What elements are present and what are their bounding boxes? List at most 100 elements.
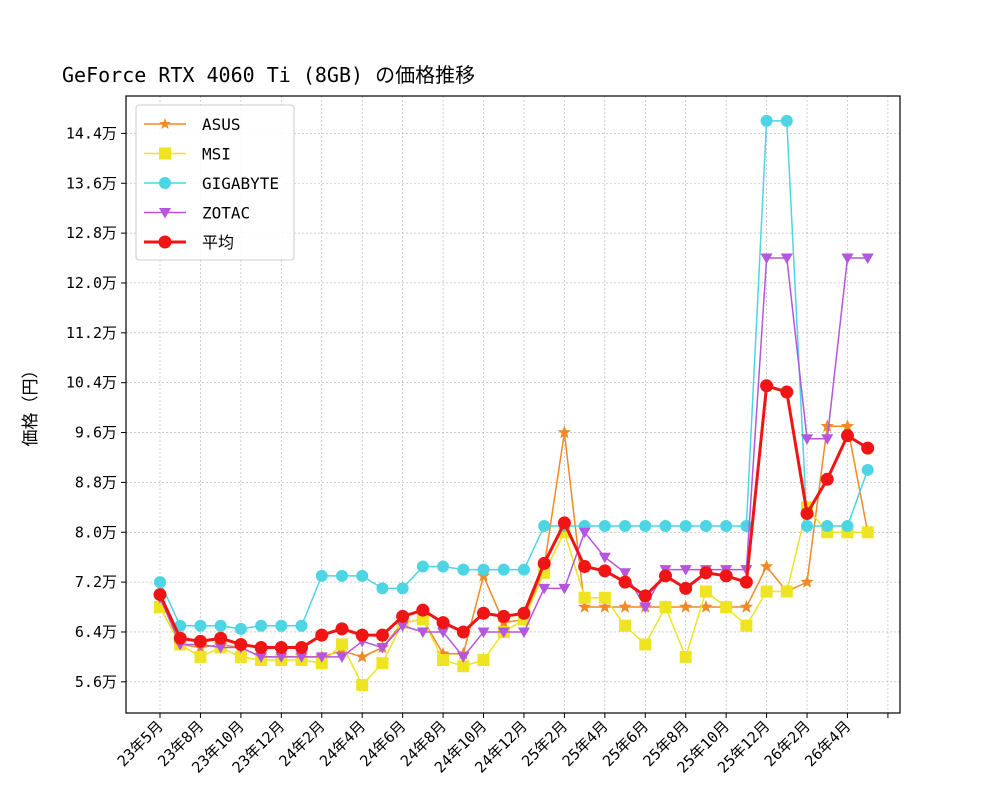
- data-point: [275, 619, 288, 632]
- data-point: [557, 425, 572, 439]
- data-point: [780, 253, 793, 265]
- data-point: [760, 379, 774, 393]
- data-point: [760, 253, 773, 265]
- data-point: [416, 603, 430, 617]
- data-point: [315, 652, 328, 663]
- y-tick-label: 10.4万: [66, 374, 117, 392]
- data-point: [619, 619, 632, 632]
- data-point: [477, 563, 490, 576]
- plot-area-frame: [125, 95, 901, 714]
- data-point: [335, 652, 348, 663]
- data-point: [194, 619, 207, 632]
- data-point: [538, 583, 551, 595]
- data-point: [255, 619, 268, 632]
- data-point: [577, 600, 592, 613]
- data-point: [193, 634, 207, 648]
- data-point: [820, 419, 834, 432]
- data-point: [214, 631, 228, 645]
- legend-label: ASUS: [202, 115, 241, 134]
- legend-item: ZOTAC: [144, 204, 250, 223]
- data-point: [456, 625, 470, 639]
- data-point: [780, 114, 793, 127]
- data-point: [538, 520, 551, 533]
- data-point: [457, 563, 470, 576]
- data-point: [477, 606, 491, 620]
- data-point: [355, 649, 369, 663]
- legend-marker: [159, 147, 171, 160]
- data-point: [619, 568, 632, 579]
- data-point: [659, 569, 672, 583]
- y-tick-label: 14.4万: [66, 124, 117, 142]
- y-tick-label: 9.6万: [75, 424, 117, 442]
- y-tick-label: 7.2万: [75, 573, 117, 591]
- data-point: [699, 520, 712, 533]
- data-point: [760, 585, 773, 598]
- data-point: [234, 650, 247, 663]
- data-point: [436, 616, 450, 630]
- data-point: [801, 520, 814, 533]
- data-point: [315, 657, 328, 670]
- data-point: [618, 575, 632, 589]
- data-point: [841, 253, 854, 265]
- data-point: [821, 434, 834, 445]
- data-point: [780, 585, 793, 598]
- data-point: [759, 559, 774, 573]
- data-point: [335, 622, 349, 636]
- series-msi: [154, 501, 874, 691]
- data-point: [821, 520, 834, 533]
- legend-item: ASUS: [144, 115, 241, 134]
- y-tick-label: 5.6万: [75, 673, 117, 691]
- data-point: [376, 657, 389, 670]
- data-point: [861, 253, 874, 265]
- data-point: [800, 507, 814, 521]
- data-point: [437, 627, 450, 638]
- data-point: [699, 566, 713, 580]
- data-point: [355, 628, 369, 642]
- data-point: [295, 641, 309, 655]
- data-point: [255, 652, 268, 663]
- data-point: [275, 652, 288, 663]
- y-axis-label: 価格（円）: [21, 362, 41, 447]
- series-line: [158, 384, 869, 650]
- legend-label: MSI: [202, 145, 231, 164]
- legend-label: GIGABYTE: [202, 174, 279, 193]
- legend-marker: [159, 177, 171, 189]
- data-point: [537, 556, 551, 570]
- data-point: [154, 576, 166, 589]
- data-point: [720, 601, 733, 614]
- data-point: [618, 600, 632, 613]
- data-point: [214, 619, 227, 632]
- data-point: [295, 652, 308, 663]
- data-point: [416, 613, 429, 626]
- data-point: [598, 600, 612, 613]
- data-point: [274, 641, 288, 655]
- data-point: [477, 654, 490, 667]
- data-point: [679, 565, 692, 576]
- data-point: [840, 419, 855, 432]
- data-point: [173, 631, 187, 645]
- series-line: [159, 425, 869, 658]
- y-tick-label: 11.2万: [66, 324, 117, 342]
- data-point: [841, 520, 854, 533]
- data-point: [861, 463, 874, 476]
- data-point: [739, 600, 754, 613]
- legend-label: ZOTAC: [202, 204, 250, 223]
- data-point: [598, 591, 611, 604]
- chart-title: GeForce RTX 4060 Ti (8GB) の価格推移: [62, 63, 475, 87]
- data-point: [396, 582, 409, 595]
- y-tick-label: 13.6万: [66, 174, 117, 192]
- data-point: [598, 552, 611, 564]
- data-point: [679, 520, 692, 533]
- data-point: [578, 560, 592, 574]
- data-point: [720, 520, 733, 533]
- data-point: [517, 627, 530, 638]
- data-point: [840, 429, 854, 443]
- data-point: [619, 520, 632, 533]
- data-point: [760, 114, 773, 127]
- data-point: [517, 563, 530, 576]
- data-point: [639, 602, 652, 614]
- y-tick-label: 6.4万: [75, 623, 117, 641]
- data-point: [598, 520, 611, 533]
